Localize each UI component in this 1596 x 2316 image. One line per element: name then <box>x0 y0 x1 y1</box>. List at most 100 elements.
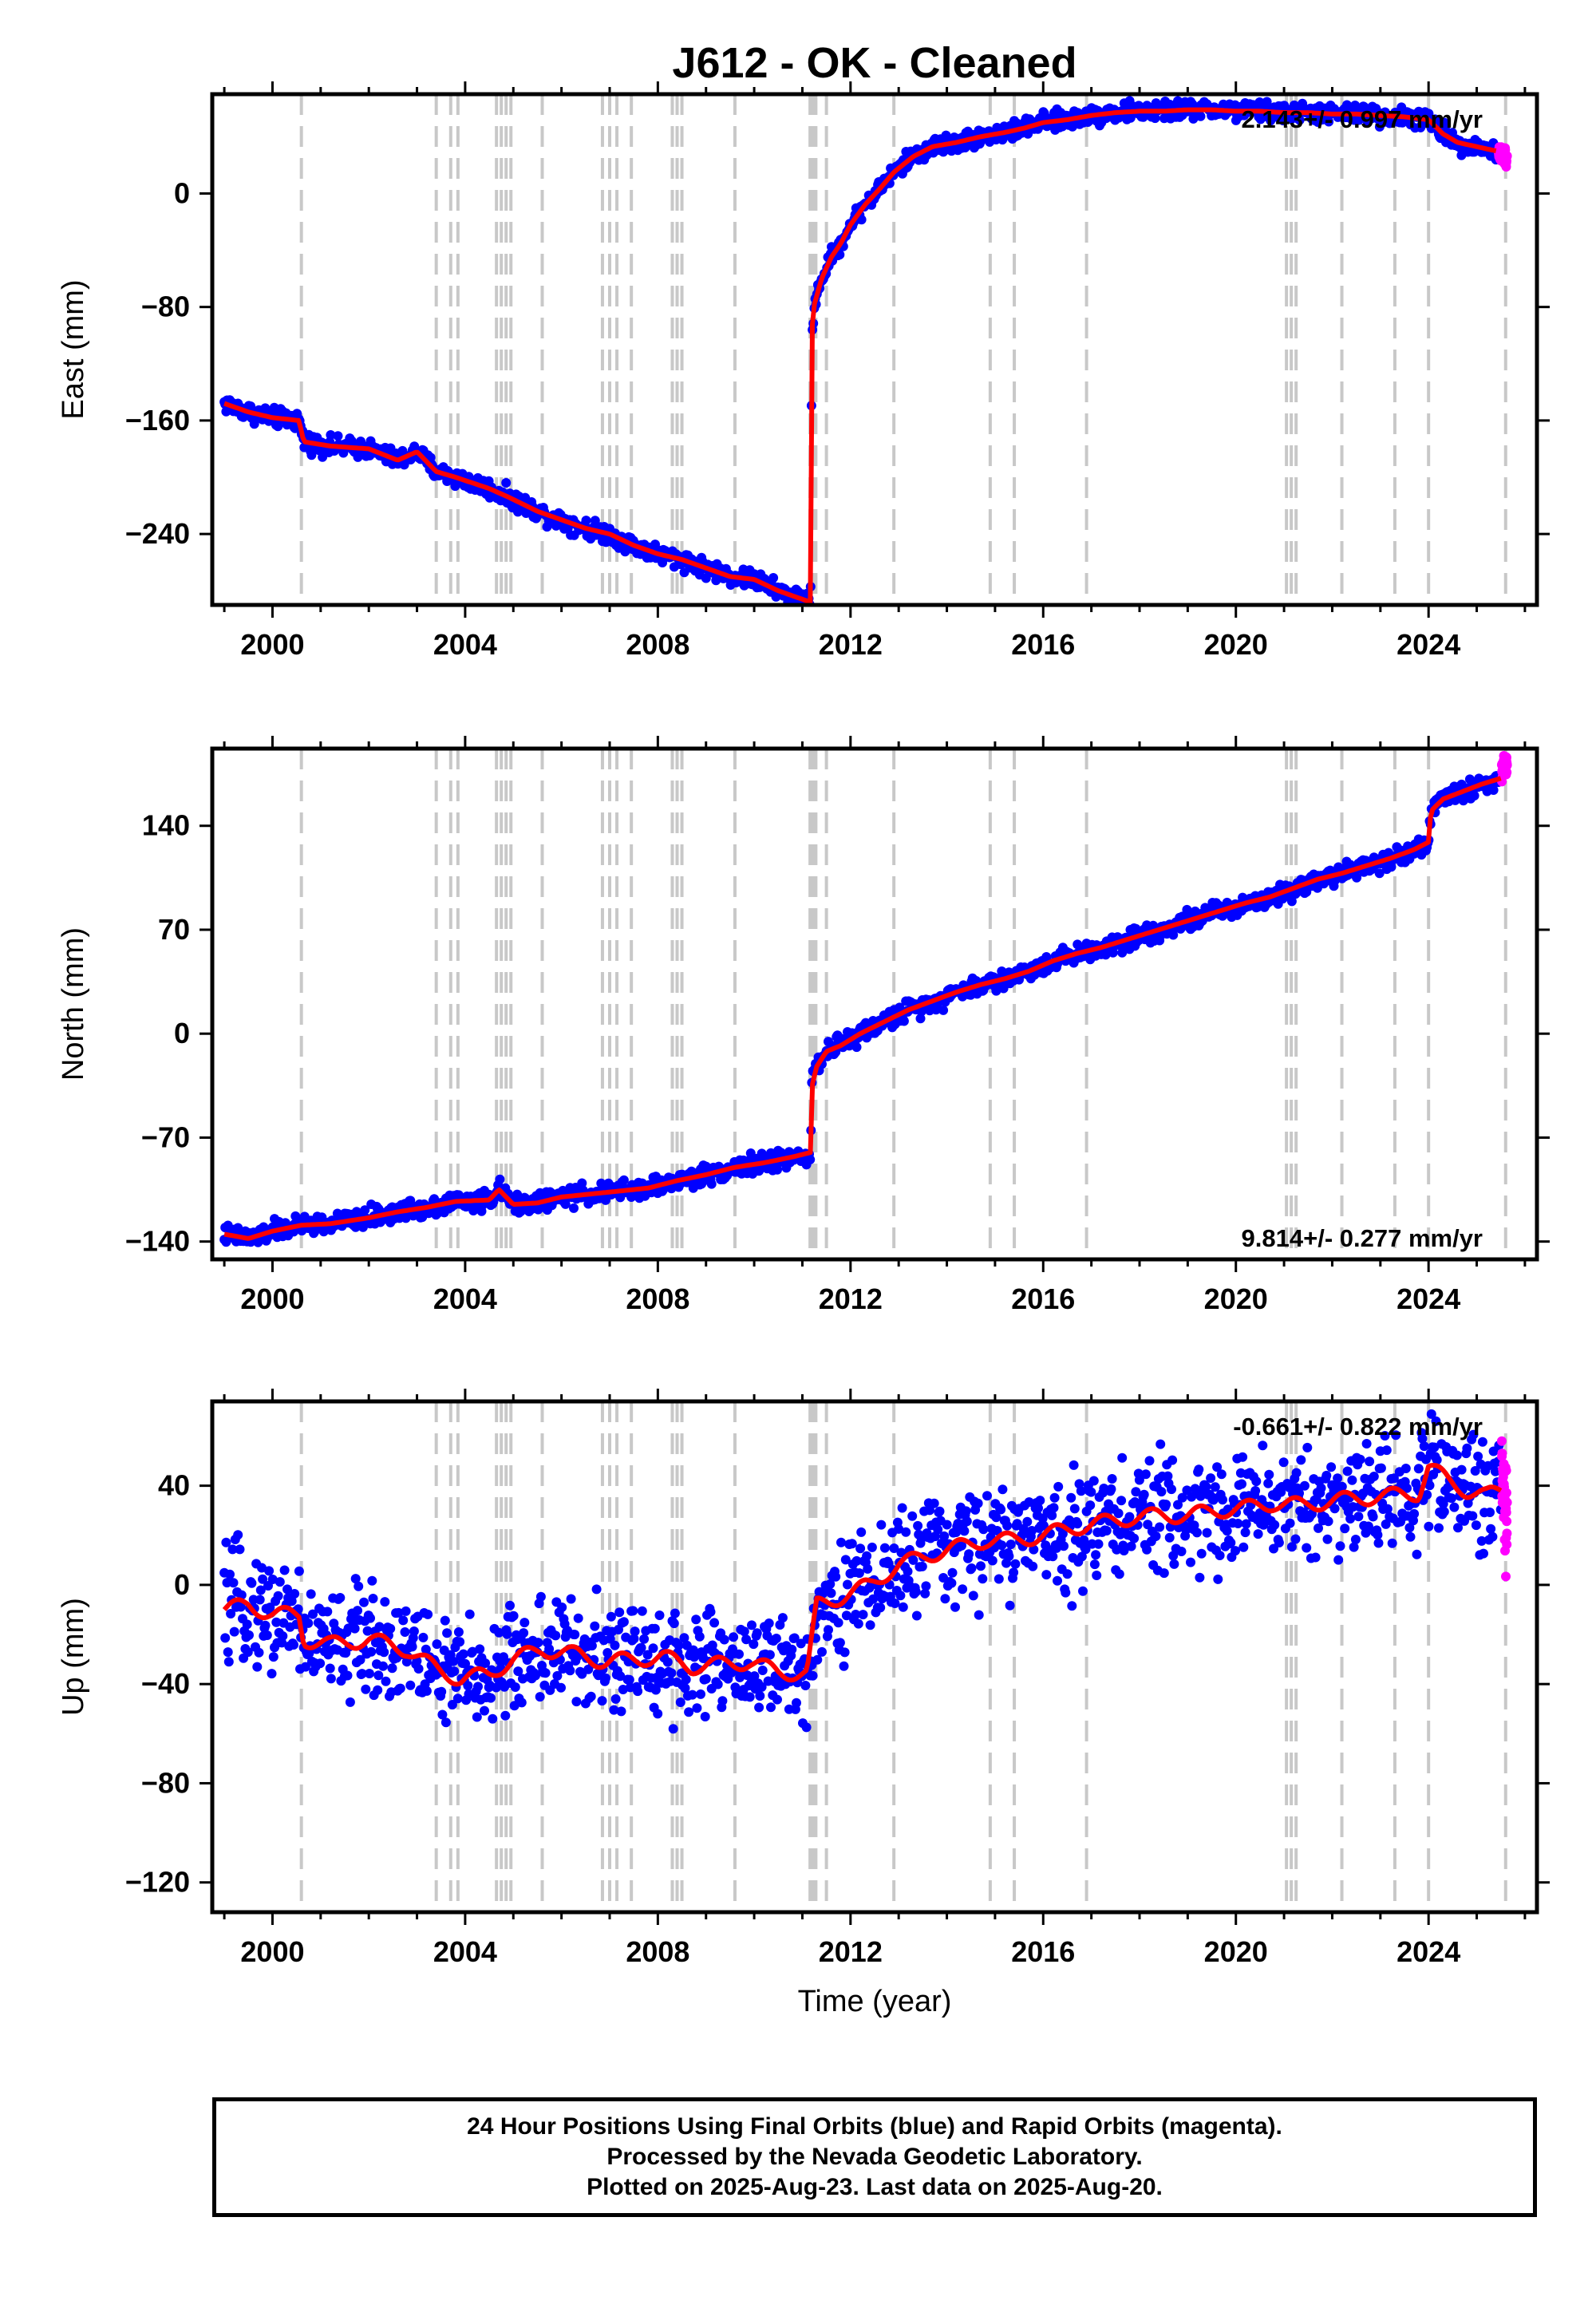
data-point <box>1201 1481 1211 1492</box>
data-point <box>614 1607 625 1618</box>
data-point <box>571 1697 582 1707</box>
data-point <box>1402 1483 1412 1493</box>
data-point <box>680 1683 690 1694</box>
data-point <box>1049 1503 1059 1513</box>
data-point <box>768 573 779 583</box>
data-point <box>220 1633 231 1643</box>
data-point <box>1033 1503 1043 1513</box>
y-tick-label: 140 <box>142 809 190 842</box>
data-point <box>839 1647 850 1658</box>
data-point <box>1278 1457 1289 1468</box>
data-point <box>304 1648 314 1658</box>
data-point <box>876 1520 887 1530</box>
data-point <box>300 1662 310 1672</box>
data-point <box>662 1657 673 1667</box>
model-line <box>223 107 1497 605</box>
data-point <box>381 1676 391 1686</box>
data-point <box>1150 113 1160 124</box>
y-tick-label: −70 <box>141 1120 190 1153</box>
data-point <box>907 1511 918 1521</box>
data-point <box>1361 1439 1372 1448</box>
data-point <box>535 1692 545 1702</box>
data-point <box>911 1611 922 1621</box>
x-tick-label: 2016 <box>1011 1935 1075 1968</box>
data-point <box>1194 1464 1204 1475</box>
data-point <box>670 1608 680 1618</box>
data-point <box>1113 1508 1124 1519</box>
data-point <box>1092 1571 1102 1580</box>
plot-frame <box>210 92 1539 607</box>
data-point <box>597 1696 607 1706</box>
data-point <box>947 1567 958 1578</box>
data-point <box>373 1685 383 1695</box>
data-point <box>472 1712 482 1722</box>
data-point <box>675 1697 685 1707</box>
x-tick-label: 2008 <box>626 1282 689 1315</box>
data-point <box>1264 1469 1274 1480</box>
data-point <box>1477 1437 1487 1447</box>
data-point <box>1363 1521 1373 1531</box>
data-point <box>1321 1470 1332 1480</box>
data-point <box>273 1591 283 1601</box>
data-point <box>789 1633 800 1643</box>
data-point <box>1263 1478 1274 1488</box>
data-point <box>964 1549 974 1559</box>
data-point <box>350 1574 361 1584</box>
data-point <box>1241 1519 1251 1529</box>
data-point <box>342 1670 353 1681</box>
data-point <box>853 1618 863 1629</box>
data-point <box>508 1611 519 1621</box>
data-point <box>833 1618 843 1628</box>
data-point <box>1004 1551 1014 1561</box>
data-point <box>1195 111 1206 121</box>
data-point <box>1439 1507 1449 1517</box>
data-point <box>772 1694 782 1705</box>
data-point <box>856 215 867 225</box>
x-tick-label: 2008 <box>626 1935 689 1968</box>
data-point <box>938 1005 949 1015</box>
data-point <box>639 1634 650 1644</box>
data-point <box>879 1543 890 1553</box>
data-point <box>1302 1442 1313 1452</box>
data-point <box>480 1658 491 1668</box>
data-point <box>306 1589 316 1599</box>
data-point <box>1424 1480 1435 1491</box>
data-point <box>1337 1481 1347 1492</box>
data-point <box>749 1639 759 1650</box>
data-point <box>1453 1523 1463 1533</box>
data-point <box>1210 1482 1220 1492</box>
data-point <box>865 1620 875 1630</box>
data-point <box>1163 1471 1173 1481</box>
data-point <box>609 1705 619 1715</box>
data-point <box>1091 1550 1101 1560</box>
data-point <box>1012 1519 1022 1529</box>
data-point <box>978 1574 988 1584</box>
data-point <box>875 1603 886 1613</box>
data-point <box>624 1674 634 1685</box>
data-point <box>1387 1538 1397 1548</box>
x-tick-label: 2020 <box>1204 1935 1268 1968</box>
data-point <box>591 1584 602 1595</box>
data-point <box>513 1666 523 1677</box>
data-point <box>633 1686 643 1697</box>
panel-3: 2000 2004 2008 2012 2016 2020 2024 40 0 −40 −80 −12… <box>57 1389 1550 2018</box>
data-point <box>1124 1512 1135 1522</box>
data-point <box>863 1563 873 1574</box>
data-point <box>701 573 711 583</box>
data-point <box>243 1647 253 1658</box>
data-point <box>1391 1430 1401 1441</box>
data-point <box>836 1537 846 1547</box>
data-point <box>668 1724 678 1734</box>
data-point <box>754 1702 764 1713</box>
data-point <box>615 1671 626 1682</box>
data-point <box>569 1203 579 1213</box>
data-point <box>1167 1455 1178 1465</box>
data-point <box>966 1563 977 1573</box>
data-point <box>855 1543 866 1554</box>
data-point <box>510 1682 520 1692</box>
data-point <box>1349 1542 1359 1552</box>
data-point <box>1029 1544 1039 1555</box>
data-point <box>325 1663 335 1674</box>
data-point <box>1117 1452 1128 1463</box>
data-point <box>908 1555 918 1565</box>
